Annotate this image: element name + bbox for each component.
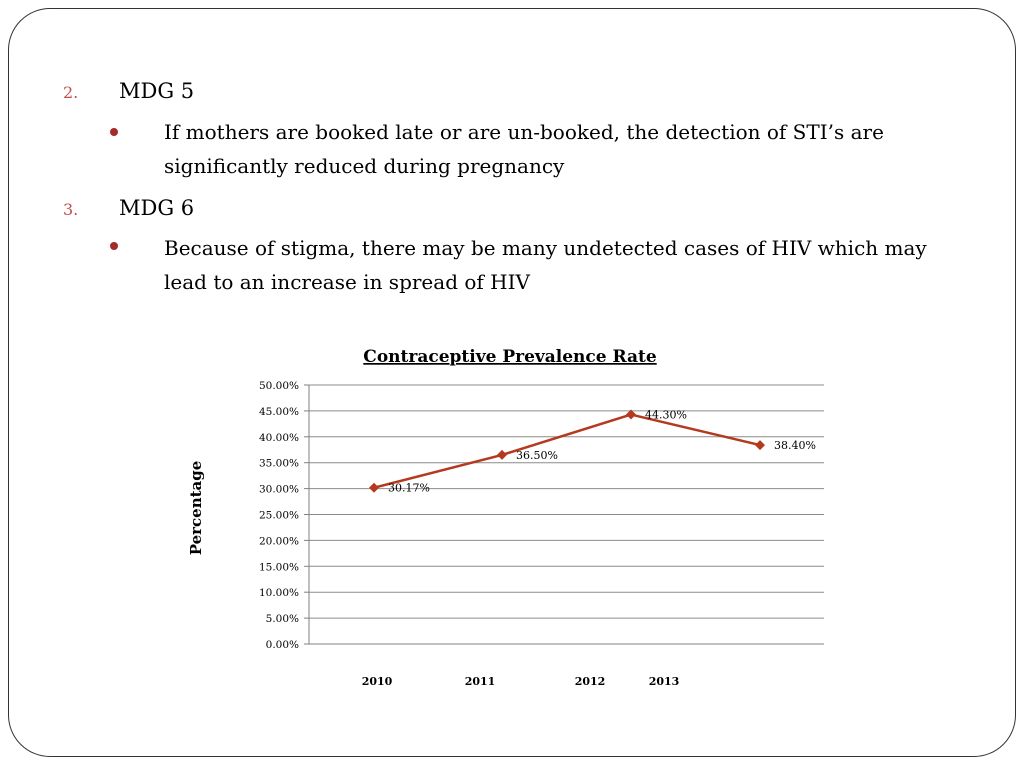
y-tick-label: 10.00% bbox=[259, 587, 299, 599]
y-tick-label: 5.00% bbox=[266, 613, 299, 625]
data-label: 44.30% bbox=[645, 409, 687, 422]
y-tick-label: 25.00% bbox=[259, 510, 299, 522]
y-tick-label: 15.00% bbox=[259, 561, 299, 573]
x-tick-label: 2013 bbox=[649, 675, 680, 688]
y-tick-label: 50.00% bbox=[259, 380, 299, 392]
y-tick-label: 40.00% bbox=[259, 432, 299, 444]
x-tick-label: 2012 bbox=[575, 675, 606, 688]
data-point bbox=[626, 409, 636, 420]
data-label: 36.50% bbox=[516, 449, 558, 462]
list-number-2: 3. bbox=[63, 200, 79, 219]
list-number-1: 2. bbox=[63, 83, 79, 102]
x-tick-label: 2010 bbox=[362, 675, 393, 688]
bullet-text-2: Because of stigma, there may be many und… bbox=[164, 236, 927, 294]
bullet-dot-1 bbox=[110, 128, 118, 136]
slide-frame bbox=[8, 8, 1016, 757]
data-point bbox=[755, 440, 765, 451]
x-tick-label: 2011 bbox=[465, 675, 496, 688]
data-point bbox=[369, 482, 379, 493]
y-tick-label: 35.00% bbox=[259, 458, 299, 470]
data-point bbox=[497, 449, 507, 460]
y-axis-label: Percentage bbox=[187, 461, 205, 556]
data-label: 30.17% bbox=[388, 482, 430, 495]
y-tick-label: 30.00% bbox=[259, 484, 299, 496]
series-line bbox=[373, 413, 761, 489]
y-tick-label: 20.00% bbox=[259, 535, 299, 547]
data-label: 38.40% bbox=[774, 439, 816, 452]
y-tick-label: 0.00% bbox=[266, 639, 299, 651]
bullet-dot-2 bbox=[110, 242, 118, 250]
chart-title: Contraceptive Prevalence Rate bbox=[363, 347, 657, 367]
y-tick-label: 45.00% bbox=[259, 406, 299, 418]
item-heading-mdg5: MDG 5 bbox=[119, 79, 195, 103]
item-heading-mdg6: MDG 6 bbox=[119, 196, 195, 220]
bullet-text-1: If mothers are booked late or are un-boo… bbox=[164, 120, 884, 178]
